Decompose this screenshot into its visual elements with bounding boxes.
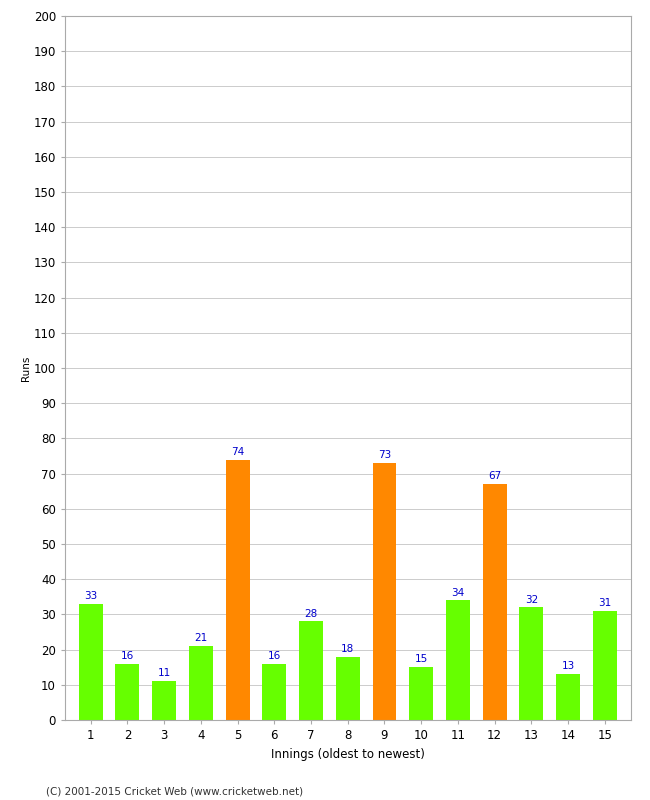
Text: 16: 16	[121, 651, 134, 661]
X-axis label: Innings (oldest to newest): Innings (oldest to newest)	[271, 747, 424, 761]
Bar	[263, 664, 286, 720]
Bar	[593, 611, 617, 720]
Text: 74: 74	[231, 446, 244, 457]
Text: 31: 31	[598, 598, 612, 608]
Bar	[519, 607, 543, 720]
Text: 16: 16	[268, 651, 281, 661]
Text: 73: 73	[378, 450, 391, 460]
Bar	[116, 664, 139, 720]
Text: 21: 21	[194, 634, 207, 643]
Text: (C) 2001-2015 Cricket Web (www.cricketweb.net): (C) 2001-2015 Cricket Web (www.cricketwe…	[46, 786, 303, 796]
Text: 13: 13	[562, 662, 575, 671]
Text: 18: 18	[341, 644, 354, 654]
Bar	[189, 646, 213, 720]
Bar	[226, 459, 250, 720]
Text: 11: 11	[157, 669, 171, 678]
Bar	[410, 667, 433, 720]
Bar	[446, 600, 470, 720]
Bar	[372, 463, 396, 720]
Text: 33: 33	[84, 591, 98, 601]
Bar	[152, 682, 176, 720]
Text: 15: 15	[415, 654, 428, 664]
Text: 34: 34	[451, 587, 465, 598]
Y-axis label: Runs: Runs	[21, 355, 31, 381]
Bar	[336, 657, 359, 720]
Bar	[79, 604, 103, 720]
Text: 67: 67	[488, 471, 501, 482]
Bar	[483, 484, 506, 720]
Bar	[556, 674, 580, 720]
Text: 32: 32	[525, 594, 538, 605]
Bar	[299, 622, 323, 720]
Text: 28: 28	[304, 609, 318, 618]
